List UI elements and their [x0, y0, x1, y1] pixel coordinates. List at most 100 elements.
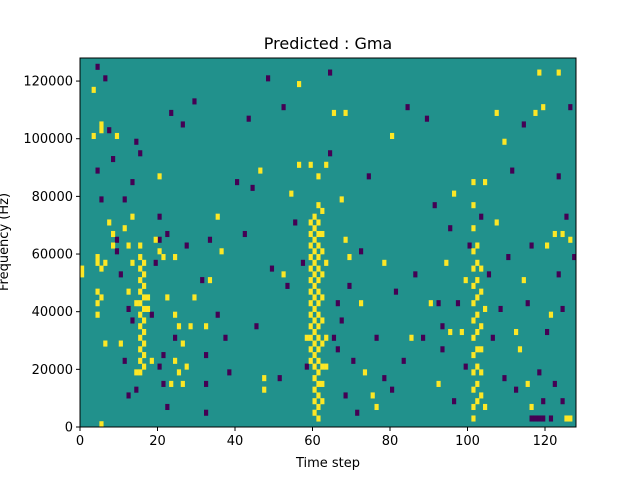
heatmap-cell — [541, 415, 546, 422]
x-tick-label: 60 — [304, 434, 321, 449]
heatmap-cell — [568, 104, 573, 111]
heatmap-cell — [479, 288, 484, 295]
chart-title: Predicted : Gma — [264, 34, 392, 53]
heatmap-cell — [207, 236, 213, 243]
heatmap-cell — [145, 305, 151, 312]
heatmap-cell — [409, 334, 414, 341]
heatmap-cell — [320, 380, 325, 387]
heatmap-cell — [320, 207, 325, 214]
heatmap-cell — [525, 300, 530, 307]
heatmap-cell — [475, 380, 480, 387]
heatmap-cell — [552, 380, 557, 387]
heatmap-cell — [95, 288, 100, 295]
heatmap-cell — [126, 305, 131, 312]
heatmap-cell — [525, 380, 530, 387]
heatmap-cell — [142, 294, 147, 301]
heatmap-cell — [246, 115, 251, 122]
heatmap-cell — [312, 317, 317, 324]
heatmap-cell — [374, 403, 379, 411]
heatmap-cell — [192, 294, 197, 301]
heatmap-cell — [312, 259, 317, 266]
x-tick-label: 100 — [455, 434, 480, 449]
heatmap-cell — [351, 357, 356, 364]
heatmap-cell — [118, 340, 123, 347]
x-tick-label: 20 — [149, 434, 166, 449]
heatmap-cell — [145, 294, 151, 301]
heatmap-cell — [556, 173, 561, 180]
y-tick-label: 80000 — [32, 190, 73, 205]
heatmap-cell — [142, 259, 147, 266]
heatmap-cell — [339, 317, 344, 324]
heatmap-cell — [142, 328, 147, 336]
heatmap-cell — [126, 242, 131, 249]
heatmap-cell — [463, 277, 468, 284]
heatmap-cell — [204, 380, 209, 387]
heatmap-cell — [390, 386, 395, 393]
heatmap-cell — [335, 346, 340, 353]
heatmap-cell — [448, 328, 453, 336]
heatmap-cell — [382, 259, 387, 266]
heatmap-cell — [293, 219, 298, 226]
heatmap-cell — [308, 334, 313, 341]
heatmap-cell — [312, 271, 317, 278]
heatmap-cell — [421, 334, 426, 341]
heatmap-cell — [502, 138, 507, 145]
heatmap-cell — [142, 363, 147, 370]
heatmap-cell — [134, 300, 139, 307]
heatmap-cell — [277, 375, 282, 382]
heatmap-cell — [347, 282, 352, 289]
heatmap-cell — [312, 409, 317, 416]
heatmap-cell — [111, 242, 116, 249]
heatmap-cell — [312, 213, 317, 220]
heatmap-cell — [142, 305, 147, 312]
heatmap-cell — [126, 288, 131, 295]
heatmap-cell — [316, 242, 321, 249]
heatmap-cell — [471, 352, 476, 359]
heatmap-cell — [486, 271, 492, 278]
heatmap-cell — [320, 398, 325, 405]
heatmap-cell — [266, 75, 271, 82]
y-axis-title: Frequency (Hz) — [0, 193, 12, 291]
heatmap-cell — [479, 213, 484, 220]
heatmap-cell — [483, 179, 488, 186]
heatmap-cell — [149, 357, 154, 364]
heatmap-cell — [142, 317, 147, 324]
heatmap-cell — [556, 271, 561, 278]
heatmap-cell — [320, 248, 325, 255]
heatmap-cell — [165, 403, 170, 411]
heatmap-cell — [448, 225, 453, 232]
heatmap-cell — [157, 363, 162, 370]
heatmap-cell — [262, 386, 267, 393]
heatmap-cell — [312, 363, 317, 370]
x-tick-label: 40 — [227, 434, 244, 449]
heatmap-cell — [138, 277, 143, 284]
heatmap-cell — [99, 294, 104, 301]
heatmap-cell — [281, 104, 286, 111]
heatmap-cell — [514, 328, 519, 336]
heatmap-cell — [475, 363, 480, 370]
heatmap-cell — [556, 69, 561, 76]
heatmap-cell — [269, 265, 275, 272]
heatmap-cell — [529, 415, 534, 422]
heatmap-cell — [138, 346, 143, 353]
y-tick-label: 60000 — [32, 248, 73, 263]
heatmap-cell — [320, 363, 325, 370]
heatmap-cell — [324, 363, 329, 370]
heatmap-cell — [95, 254, 100, 261]
heatmap-cell — [355, 409, 360, 416]
heatmap-cell — [107, 219, 112, 226]
heatmap-cell — [328, 69, 333, 76]
heatmap-cell — [440, 323, 445, 330]
heatmap-cell — [471, 300, 476, 307]
heatmap-cell — [207, 277, 213, 284]
heatmap-cell — [204, 352, 209, 359]
heatmap-cell — [138, 288, 143, 295]
heatmap-cell — [312, 248, 317, 255]
heatmap-cell — [347, 254, 352, 261]
heatmap-cell — [308, 288, 313, 295]
heatmap-cell — [122, 196, 127, 203]
heatmap-cell — [316, 254, 321, 261]
heatmap-cell — [242, 230, 247, 238]
heatmap-cell — [173, 334, 178, 341]
heatmap-cell — [180, 380, 185, 387]
